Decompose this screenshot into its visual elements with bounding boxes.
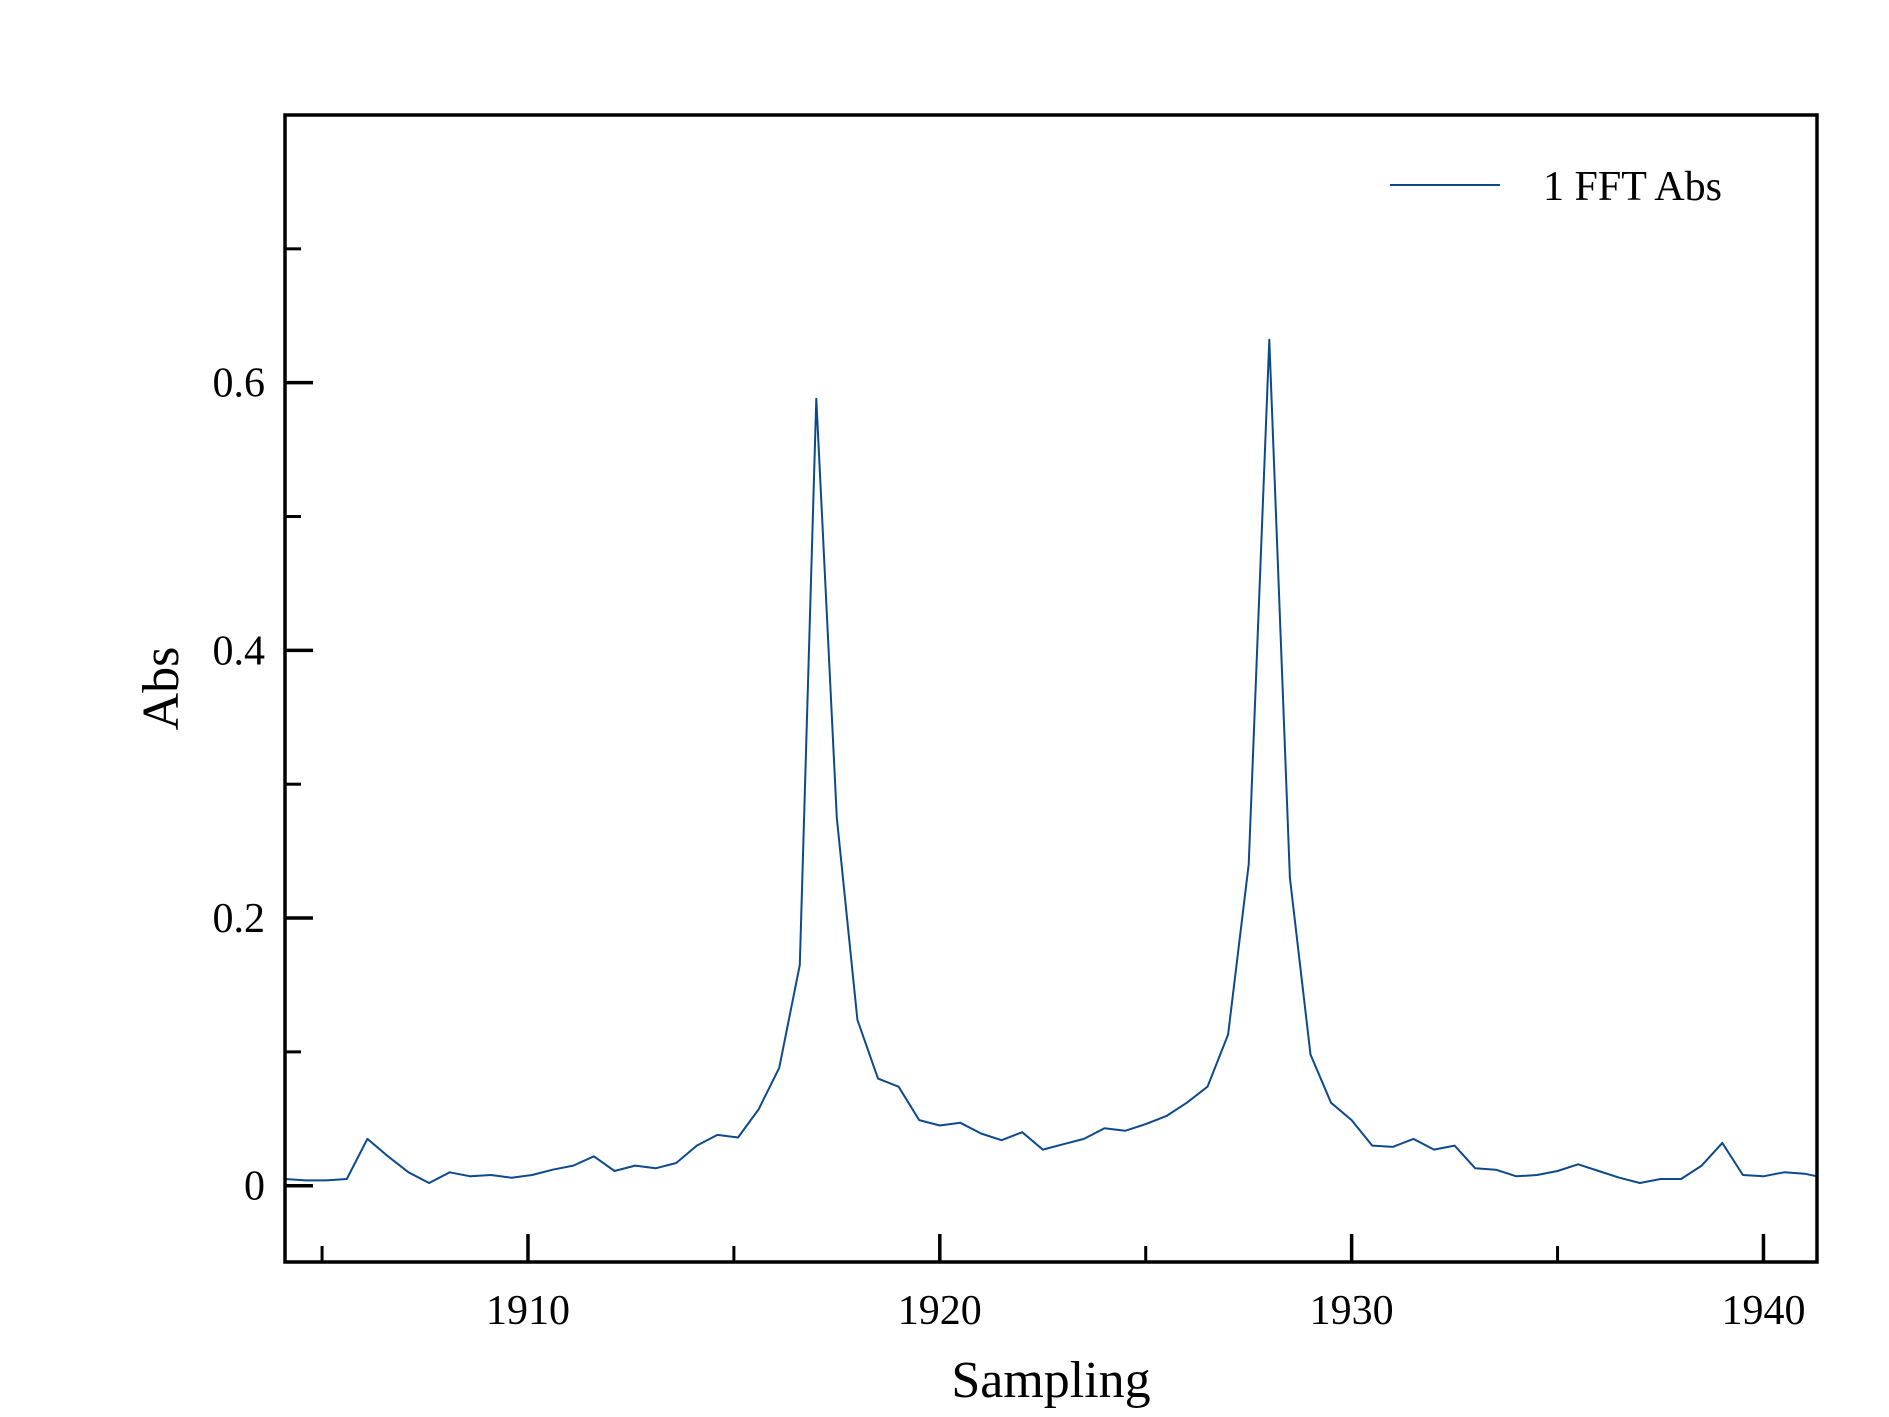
y-tick-label: 0.4 <box>213 628 266 674</box>
x-tick-label: 1910 <box>486 1288 570 1334</box>
plot-frame <box>283 113 1819 1264</box>
x-tick-label: 1940 <box>1721 1288 1805 1334</box>
y-axis-title: Abs <box>133 647 190 731</box>
legend-label: 1 FFT Abs <box>1543 164 1722 210</box>
series-line <box>284 338 1818 1184</box>
y-tick-label: 0 <box>244 1164 265 1210</box>
series-group <box>284 338 1818 1184</box>
x-tick-label: 1920 <box>898 1288 982 1334</box>
legend: 1 FFT Abs <box>1390 164 1722 210</box>
axes: 1910 1920 1930 1940 0 0.2 0.4 0.6 <box>213 247 1805 1334</box>
x-axis-title: Sampling <box>951 1352 1150 1409</box>
y-tick-label: 0.2 <box>213 896 266 942</box>
x-tick-label: 1930 <box>1310 1288 1394 1334</box>
y-tick-label: 0.6 <box>213 361 266 407</box>
